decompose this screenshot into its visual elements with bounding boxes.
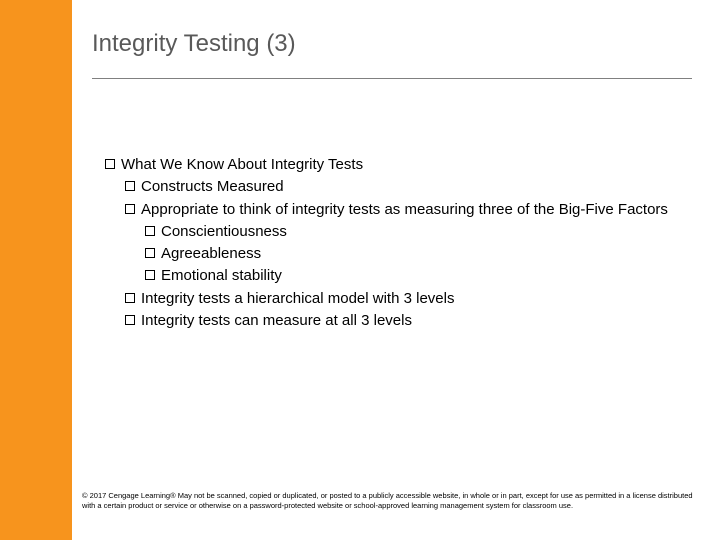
checkbox-icon xyxy=(125,181,135,191)
bullet-lvl3: Emotional stability xyxy=(145,266,695,286)
slide: Integrity Testing (3) What We Know About… xyxy=(0,0,720,540)
checkbox-icon xyxy=(145,226,155,236)
checkbox-icon xyxy=(145,248,155,258)
bullet-text: What We Know About Integrity Tests xyxy=(121,156,363,173)
checkbox-icon xyxy=(125,315,135,325)
checkbox-icon xyxy=(145,270,155,280)
bullet-lvl3: Conscientiousness xyxy=(145,222,695,242)
bullet-lvl2: Integrity tests can measure at all 3 lev… xyxy=(125,311,695,331)
bullet-lvl1: What We Know About Integrity Tests xyxy=(105,155,695,175)
bullet-text: Constructs Measured xyxy=(141,178,284,195)
title-underline xyxy=(92,78,692,79)
bullet-lvl2: Integrity tests a hierarchical model wit… xyxy=(125,289,695,309)
accent-sidebar xyxy=(0,0,72,540)
bullet-text: Conscientiousness xyxy=(161,223,287,240)
checkbox-icon xyxy=(105,159,115,169)
checkbox-icon xyxy=(125,293,135,303)
bullet-text: Emotional stability xyxy=(161,267,282,284)
bullet-lvl2: Constructs Measured xyxy=(125,177,695,197)
slide-content: What We Know About Integrity Tests Const… xyxy=(105,155,695,333)
copyright-footer: © 2017 Cengage Learning® May not be scan… xyxy=(82,491,702,510)
bullet-text: Appropriate to think of integrity tests … xyxy=(141,201,668,218)
bullet-text: Integrity tests can measure at all 3 lev… xyxy=(141,312,412,329)
checkbox-icon xyxy=(125,204,135,214)
bullet-lvl3: Agreeableness xyxy=(145,244,695,264)
slide-title: Integrity Testing (3) xyxy=(92,30,296,58)
bullet-text: Agreeableness xyxy=(161,245,261,262)
bullet-lvl2: Appropriate to think of integrity tests … xyxy=(125,200,695,220)
bullet-text: Integrity tests a hierarchical model wit… xyxy=(141,290,454,307)
